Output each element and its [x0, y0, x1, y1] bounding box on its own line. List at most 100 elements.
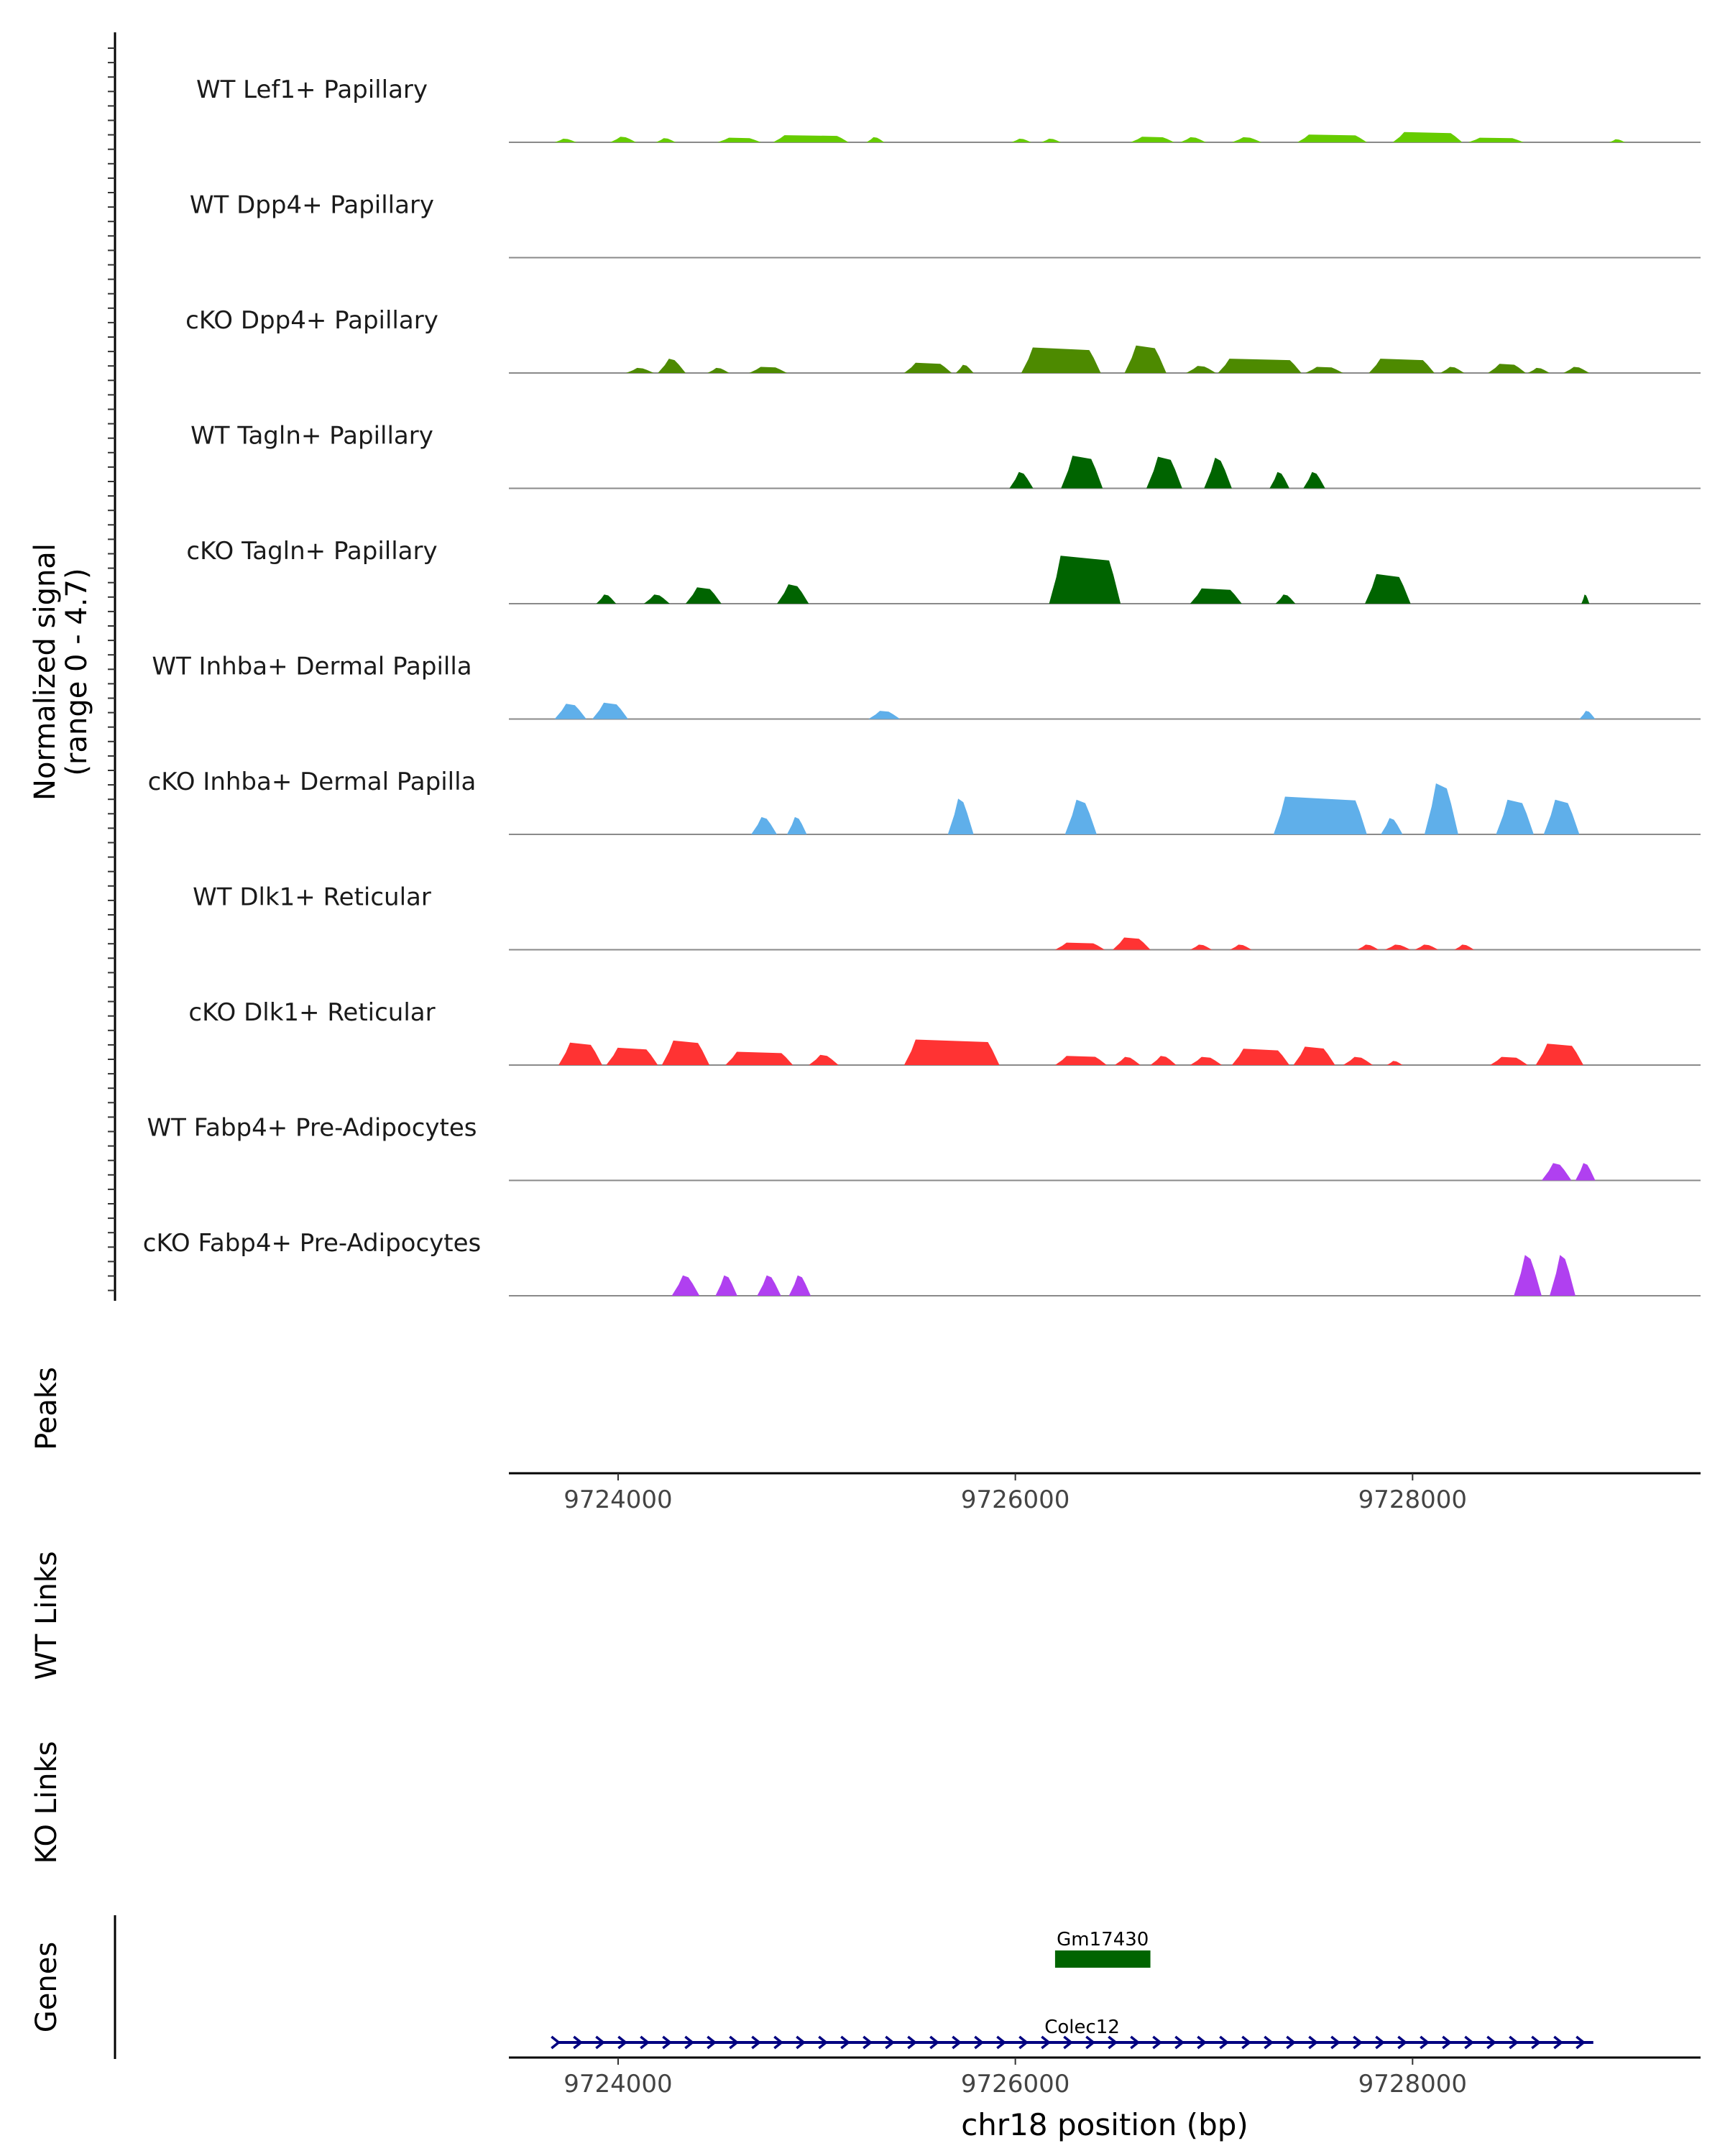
signal-peak [606, 1047, 658, 1065]
track-label: WT Dlk1+ Reticular [193, 883, 431, 912]
x-tick-label: 9728000 [1358, 1485, 1467, 1514]
signal-peak [1384, 944, 1411, 950]
signal-peak [1424, 783, 1458, 834]
signal-peak [1527, 367, 1550, 373]
signal-peak [1218, 359, 1302, 373]
signal-peak [1231, 1049, 1289, 1065]
strand-arrow [929, 2035, 940, 2050]
signal-peak [707, 367, 730, 373]
strand-arrow [1330, 2035, 1341, 2050]
strand-arrow [907, 2035, 918, 2050]
signal-peak [1190, 944, 1213, 950]
strand-arrow [1174, 2035, 1185, 2050]
strand-arrow [1264, 2035, 1274, 2050]
signal-peak [749, 367, 787, 373]
signal-peak [1061, 456, 1103, 489]
signal-peak [1343, 1056, 1373, 1065]
track-label: cKO Dpp4+ Papillary [185, 306, 438, 335]
signal-peak [751, 816, 777, 834]
track-label: cKO Inhba+ Dermal Papilla [148, 768, 477, 796]
strand-arrow [885, 2035, 896, 2050]
strand-arrow [952, 2035, 962, 2050]
signal-peak [1579, 711, 1596, 719]
strand-arrow [573, 2035, 584, 2050]
track-label: WT Tagln+ Papillary [190, 422, 433, 451]
signal-peak [554, 139, 576, 142]
signal-peak [1011, 139, 1031, 142]
signal-peak [715, 1275, 737, 1296]
signal-peak [809, 1054, 839, 1065]
gene-label: Colec12 [1044, 2017, 1120, 2038]
signal-peak [1440, 367, 1465, 373]
strand-arrow [862, 2035, 873, 2050]
strand-arrow [751, 2035, 762, 2050]
signal-peak [1273, 796, 1367, 834]
signal-peak [1490, 1056, 1528, 1065]
strand-arrow [1130, 2035, 1141, 2050]
strand-arrow [818, 2035, 829, 2050]
x-axis-title: chr18 position (bp) [961, 2107, 1248, 2142]
signal-peak [1204, 457, 1232, 489]
track-label: WT Inhba+ Dermal Papilla [152, 653, 472, 681]
strand-arrow [595, 2035, 606, 2050]
signal-peak [1041, 139, 1062, 142]
strand-arrow [617, 2035, 628, 2050]
signal-peak [1541, 1163, 1572, 1181]
strand-arrow [996, 2035, 1007, 2050]
signal-peak [1009, 471, 1034, 489]
signal-peak [1496, 799, 1534, 834]
signal-peak [1124, 345, 1167, 373]
strand-arrow [1509, 2035, 1519, 2050]
strand-arrow [1108, 2035, 1118, 2050]
signal-peak [1305, 367, 1343, 373]
strand-arrow [1241, 2035, 1252, 2050]
signal-peak [592, 702, 628, 719]
signal-peak [1150, 1056, 1177, 1065]
signal-peak [1468, 137, 1524, 142]
signal-peak [1186, 366, 1216, 373]
strand-arrow [729, 2035, 740, 2050]
strand-arrow [1576, 2035, 1586, 2050]
signal-peak [1114, 1056, 1141, 1065]
signal-peak [1021, 347, 1101, 373]
x-tick-label: 9728000 [1358, 2070, 1467, 2099]
signal-peak [866, 137, 885, 142]
signal-peak [1130, 137, 1174, 142]
signal-peak [903, 1039, 1000, 1065]
strand-arrow [840, 2035, 851, 2050]
gene-label: Gm17430 [1057, 1929, 1149, 1950]
signal-peak [1535, 1044, 1583, 1065]
signal-peak [1180, 137, 1206, 142]
signal-peak [1230, 944, 1252, 950]
strand-arrow [1397, 2035, 1408, 2050]
x-tick-label: 9724000 [564, 1485, 672, 1514]
signal-peak [643, 594, 670, 604]
x-tick-label: 9726000 [961, 2070, 1070, 2099]
track-label: WT Lef1+ Papillary [196, 75, 428, 104]
strand-arrow [1041, 2035, 1052, 2050]
strand-arrow [974, 2035, 985, 2050]
signal-peak [1563, 367, 1590, 373]
signal-peak [1297, 134, 1367, 142]
strand-arrow [1420, 2035, 1430, 2050]
track-label: cKO Tagln+ Papillary [186, 537, 437, 566]
strand-arrow [1531, 2035, 1542, 2050]
y-axis-title-line2: (range 0 - 4.7) [60, 568, 93, 775]
strand-arrow [1375, 2035, 1386, 2050]
strand-arrow [684, 2035, 695, 2050]
signal-peak [685, 587, 722, 604]
signal-peak [610, 137, 636, 142]
signal-peak [1190, 1056, 1222, 1065]
ko-links-track-label: KO Links [30, 1741, 63, 1864]
strand-arrow [640, 2035, 650, 2050]
strand-arrow [1063, 2035, 1074, 2050]
strand-arrow [707, 2035, 717, 2050]
signal-peak [1381, 818, 1403, 834]
signal-peak [786, 816, 807, 834]
strand-arrow [1464, 2035, 1475, 2050]
y-axis-title: Normalized signal(range 0 - 4.7) [29, 543, 93, 801]
signal-peak [1146, 456, 1182, 489]
strand-arrow [796, 2035, 806, 2050]
signal-peak [868, 711, 901, 719]
